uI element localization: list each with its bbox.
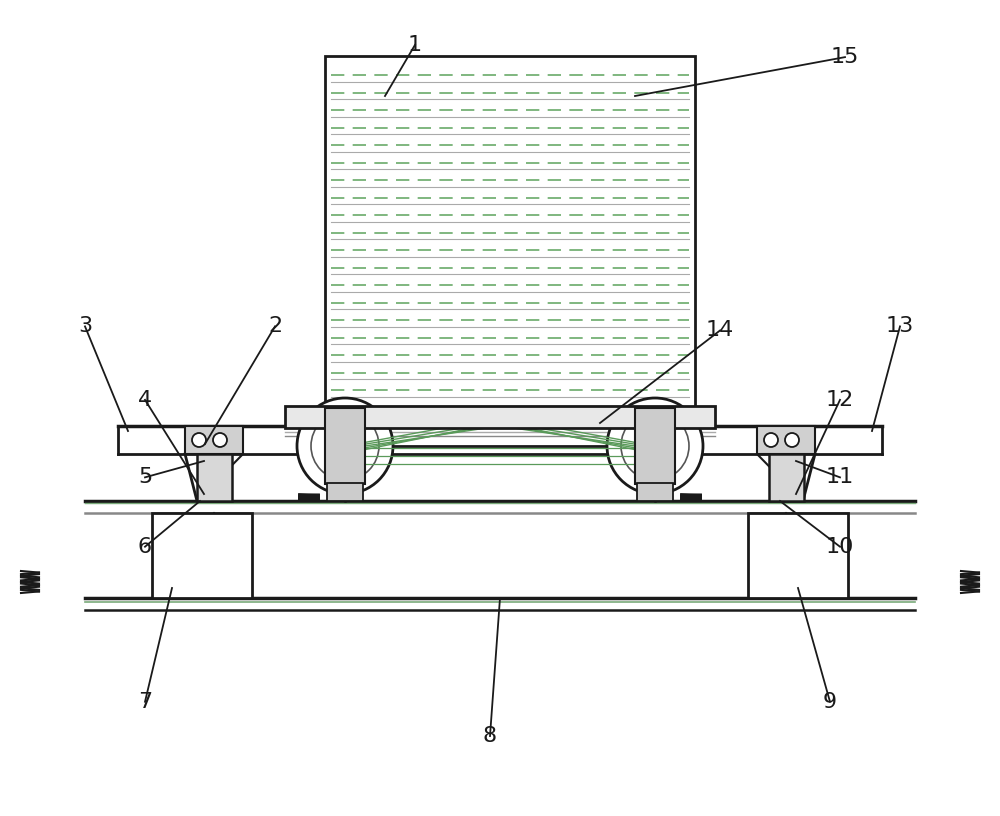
Circle shape (764, 433, 778, 447)
Circle shape (311, 412, 379, 480)
Bar (327, 483, 363, 501)
Bar (757, 426, 815, 454)
Text: 5: 5 (138, 468, 152, 487)
Text: 2: 2 (268, 317, 282, 336)
Bar (637, 483, 673, 501)
Text: 8: 8 (483, 726, 497, 746)
Bar (635, 408, 675, 484)
Circle shape (192, 433, 206, 447)
Text: 15: 15 (831, 47, 859, 67)
Bar (748, 513, 848, 598)
Circle shape (297, 398, 393, 494)
Circle shape (785, 433, 799, 447)
Bar (152, 513, 252, 598)
Text: 12: 12 (826, 390, 854, 410)
Text: 4: 4 (138, 390, 152, 410)
Text: 13: 13 (886, 317, 914, 336)
Bar (185, 426, 243, 454)
Bar (197, 454, 232, 501)
Text: 3: 3 (78, 317, 92, 336)
Bar (325, 56, 695, 426)
Circle shape (213, 433, 227, 447)
Text: 7: 7 (138, 692, 152, 712)
Text: 1: 1 (408, 35, 422, 55)
Text: 10: 10 (826, 537, 854, 557)
Circle shape (621, 412, 689, 480)
Circle shape (607, 398, 703, 494)
Text: 6: 6 (138, 537, 152, 557)
Text: 14: 14 (706, 321, 734, 340)
Text: 9: 9 (823, 692, 837, 712)
Bar (325, 408, 365, 484)
Bar (769, 454, 804, 501)
Text: 11: 11 (826, 468, 854, 487)
Bar (285, 406, 715, 428)
